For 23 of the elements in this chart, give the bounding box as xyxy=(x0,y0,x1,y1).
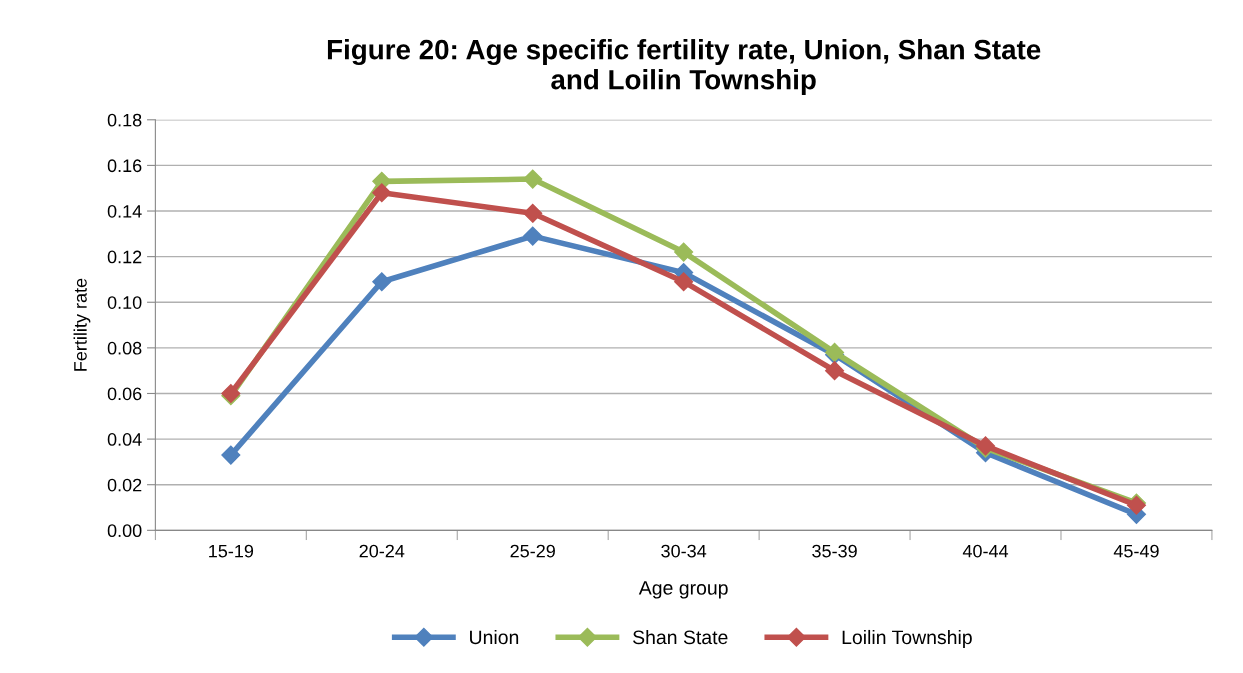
y-tick-label: 0.10 xyxy=(107,296,142,309)
legend-label: Union xyxy=(470,629,519,645)
y-tick-label: 0.04 xyxy=(107,433,142,446)
chart-title: Figure 20: Age specific fertility rate, Union, Shan State and Loilin Township xyxy=(327,39,1041,95)
x-tick-label: 35-39 xyxy=(812,544,857,558)
x-axis-title: Age group xyxy=(638,581,728,599)
y-tick-label: 0.14 xyxy=(107,204,142,218)
y-tick-label: 0.06 xyxy=(107,387,142,401)
x-tick-label: 45-49 xyxy=(1113,544,1159,558)
y-tick-label: 0.00 xyxy=(107,524,142,538)
x-tick-label: 25-29 xyxy=(510,544,555,558)
y-tick-label: 0.12 xyxy=(107,250,142,264)
x-tick-label: 40-44 xyxy=(962,544,1009,558)
legend-label: Loilin Township xyxy=(842,629,972,649)
y-axis-title: Fertility rate xyxy=(73,278,91,371)
x-tick-label: 15-19 xyxy=(209,544,254,558)
x-tick-label: 30-34 xyxy=(661,544,707,558)
y-tick-label: 0.08 xyxy=(107,341,142,355)
x-tick-label: 20-24 xyxy=(359,544,405,558)
y-tick-label: 0.18 xyxy=(107,113,142,127)
y-tick-label: 0.16 xyxy=(107,159,142,173)
y-tick-label: 0.02 xyxy=(107,478,142,492)
legend-label: Shan State xyxy=(633,629,728,645)
